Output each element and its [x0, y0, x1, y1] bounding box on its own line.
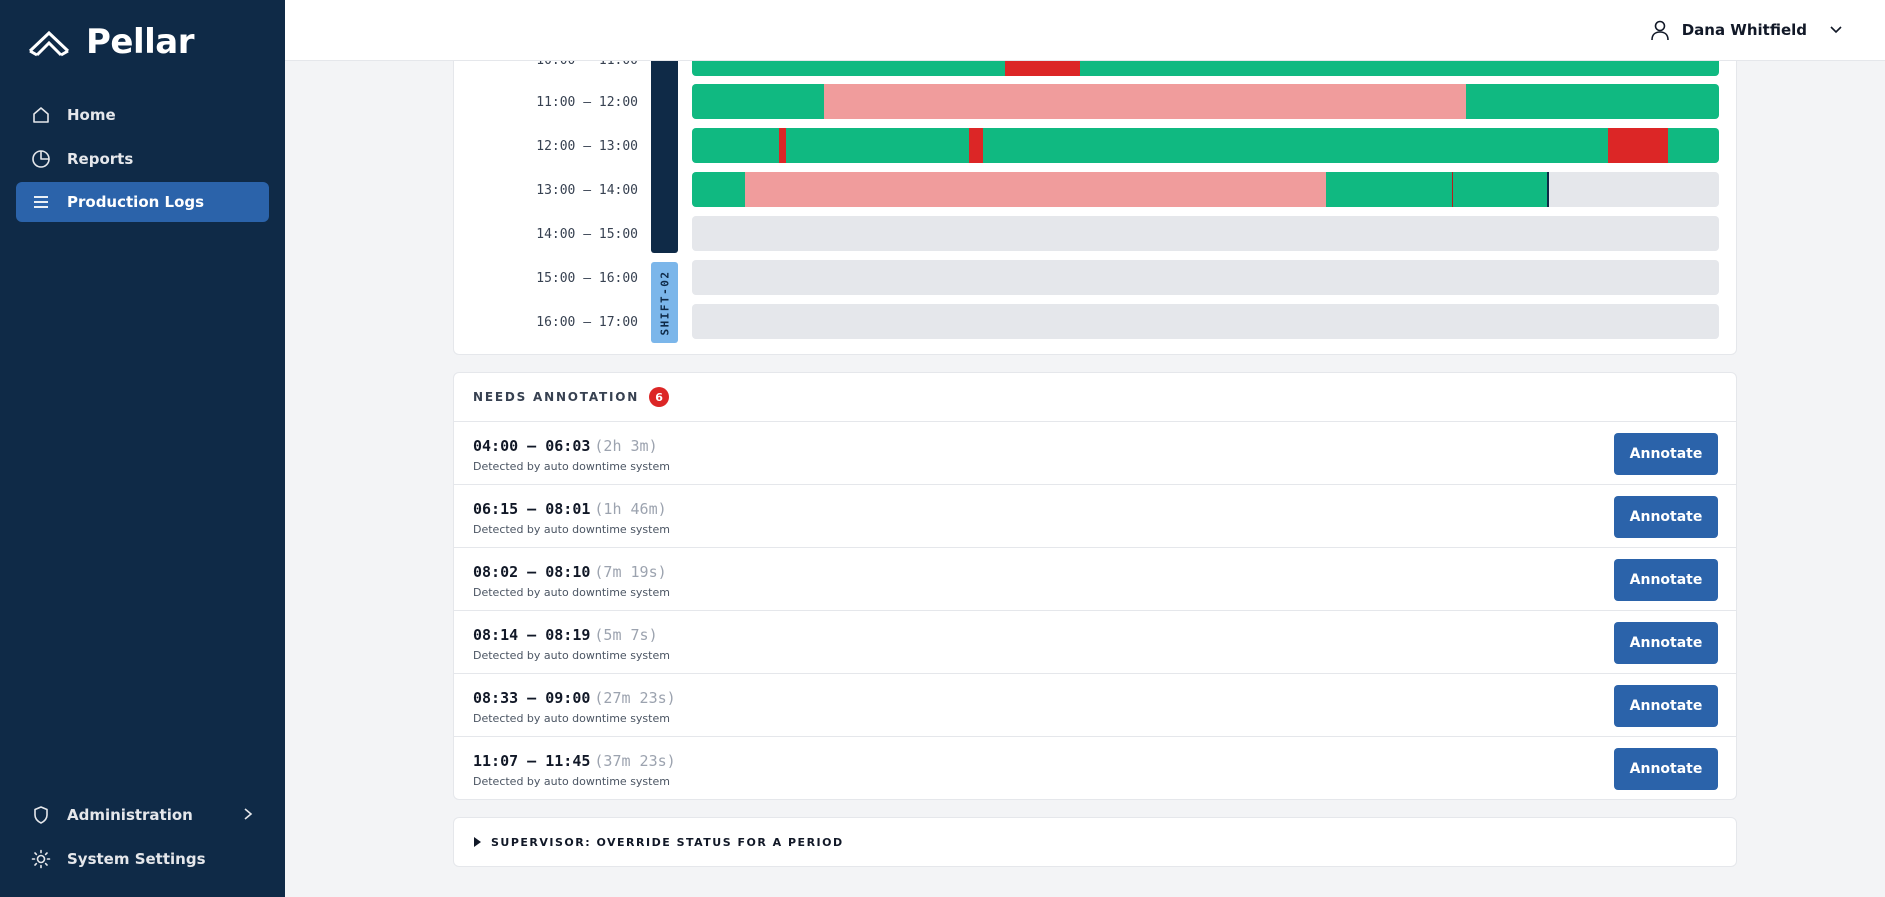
user-name: Dana Whitfield	[1681, 21, 1807, 39]
sidebar: Pellar Home Reports Production Logs Admi…	[0, 0, 285, 897]
user-menu[interactable]: Dana Whitfield	[1650, 19, 1843, 41]
override-label: SUPERVISOR: OVERRIDE STATUS FOR A PERIOD	[491, 835, 844, 849]
status-segment-running[interactable]	[1667, 128, 1719, 163]
annotate-button[interactable]: Annotate	[1614, 496, 1718, 538]
timeline-track[interactable]	[692, 84, 1719, 119]
list-icon	[30, 191, 52, 213]
downtime-range: 11:07 – 11:45 (37m 23s)	[473, 752, 676, 770]
status-segment-running[interactable]	[692, 128, 780, 163]
user-icon	[1650, 20, 1669, 41]
tick-marker	[1451, 172, 1453, 207]
downtime-duration: (27m 23s)	[594, 689, 676, 707]
annotation-row: 08:14 – 08:19 (5m 7s) Detected by auto dow…	[454, 611, 1736, 674]
status-segment-downtime[interactable]	[1608, 128, 1668, 163]
section-title: NEEDS ANNOTATION	[473, 390, 640, 404]
sidebar-item-label: Production Logs	[67, 193, 205, 211]
downtime-range: 08:33 – 09:00 (27m 23s)	[473, 689, 676, 707]
downtime-duration: (1h 46m)	[594, 500, 667, 518]
timeline-track[interactable]	[692, 128, 1719, 163]
status-segment-downtime[interactable]	[969, 128, 983, 163]
annotate-button[interactable]: Annotate	[1614, 748, 1718, 790]
status-segment-running[interactable]	[1325, 172, 1548, 207]
downtime-range: 08:02 – 08:10 (7m 19s)	[473, 563, 667, 581]
needs-annotation-card: NEEDS ANNOTATION 6 04:00 – 06:03 (2h 3m) D…	[453, 372, 1737, 800]
status-segment-unannotated[interactable]	[824, 84, 1467, 119]
hour-label: 12:00 – 13:00	[536, 139, 638, 154]
hour-label: 15:00 – 16:00	[536, 271, 638, 286]
annotation-row: 08:33 – 09:00 (27m 23s) Detected by auto d…	[454, 674, 1736, 737]
brand[interactable]: Pellar	[28, 20, 195, 64]
home-icon	[30, 104, 52, 126]
status-segment-downtime[interactable]	[779, 128, 787, 163]
downtime-duration: (37m 23s)	[594, 752, 676, 770]
status-segment-running[interactable]	[692, 84, 825, 119]
sun-gear-icon	[30, 848, 52, 870]
caret-right-icon	[474, 837, 481, 847]
status-segment-running[interactable]	[1466, 84, 1719, 119]
downtime-duration: (2h 3m)	[594, 437, 658, 455]
annotate-button[interactable]: Annotate	[1614, 685, 1718, 727]
sidebar-item-reports[interactable]: Reports	[16, 139, 269, 179]
detection-source: Detected by auto downtime system	[473, 523, 670, 536]
supervisor-override-toggle[interactable]: SUPERVISOR: OVERRIDE STATUS FOR A PERIOD	[453, 817, 1737, 867]
timeline-track[interactable]	[692, 216, 1719, 251]
hour-label: 13:00 – 14:00	[536, 183, 638, 198]
detection-source: Detected by auto downtime system	[473, 649, 670, 662]
status-segment-unannotated[interactable]	[745, 172, 1326, 207]
timeline-track[interactable]	[692, 172, 1719, 207]
annotate-button[interactable]: Annotate	[1614, 622, 1718, 664]
detection-source: Detected by auto downtime system	[473, 712, 670, 725]
sidebar-item-label: Home	[67, 106, 116, 124]
status-segment-running[interactable]	[786, 128, 970, 163]
status-segment-running[interactable]	[982, 128, 1609, 163]
annotation-row: 11:07 – 11:45 (37m 23s) Detected by auto d…	[454, 737, 1736, 800]
downtime-duration: (5m 7s)	[594, 626, 658, 644]
annotate-button[interactable]: Annotate	[1614, 433, 1718, 475]
annotation-row: 04:00 – 06:03 (2h 3m) Detected by auto dow…	[454, 422, 1736, 485]
downtime-range: 06:15 – 08:01 (1h 46m)	[473, 500, 667, 518]
detection-source: Detected by auto downtime system	[473, 586, 670, 599]
sidebar-item-home[interactable]: Home	[16, 95, 269, 135]
detection-source: Detected by auto downtime system	[473, 775, 670, 788]
downtime-duration: (7m 19s)	[594, 563, 667, 581]
shield-icon	[30, 804, 52, 826]
count-badge: 6	[649, 387, 670, 407]
needs-annotation-header: NEEDS ANNOTATION 6	[454, 373, 1736, 422]
sidebar-item-label: System Settings	[67, 850, 206, 868]
sidebar-item-production-logs[interactable]: Production Logs	[16, 182, 269, 222]
status-segment-running[interactable]	[692, 172, 746, 207]
timeline-track[interactable]	[692, 304, 1719, 339]
hour-label: 11:00 – 12:00	[536, 95, 638, 110]
sidebar-item-system-settings[interactable]: System Settings	[16, 839, 269, 879]
annotation-row: 08:02 – 08:10 (7m 19s) Detected by auto do…	[454, 548, 1736, 611]
sidebar-item-administration[interactable]: Administration	[16, 795, 269, 835]
current-time-marker	[1547, 172, 1550, 207]
detection-source: Detected by auto downtime system	[473, 460, 670, 473]
pie-chart-icon	[30, 148, 52, 170]
downtime-range: 04:00 – 06:03 (2h 3m)	[473, 437, 658, 455]
sidebar-item-label: Administration	[67, 806, 193, 824]
shift-02-marker[interactable]: SHIFT-02	[651, 262, 678, 343]
brand-name: Pellar	[86, 22, 195, 62]
shift-label: SHIFT-02	[658, 270, 671, 335]
downtime-range: 08:14 – 08:19 (5m 7s)	[473, 626, 658, 644]
hour-label: 14:00 – 15:00	[536, 227, 638, 242]
annotation-row: 06:15 – 08:01 (1h 46m) Detected by auto do…	[454, 485, 1736, 548]
top-bar: Dana Whitfield	[285, 0, 1885, 61]
pellar-logo-icon	[28, 30, 70, 57]
annotation-list: 04:00 – 06:03 (2h 3m) Detected by auto dow…	[454, 422, 1736, 800]
hour-label: 16:00 – 17:00	[536, 315, 638, 330]
timeline-track[interactable]	[692, 260, 1719, 295]
chevron-right-icon	[244, 808, 253, 820]
chevron-down-icon	[1830, 26, 1842, 34]
sidebar-item-label: Reports	[67, 150, 134, 168]
annotate-button[interactable]: Annotate	[1614, 559, 1718, 601]
timeline-card: 10:00 – 11:00 11:00 – 12:00 12:00 – 13:0…	[453, 20, 1737, 355]
